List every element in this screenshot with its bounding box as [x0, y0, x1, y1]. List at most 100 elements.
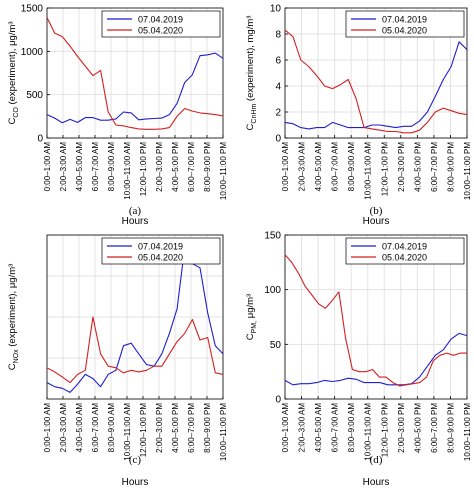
x-tick-label: 6:00–7:00 PM: [430, 142, 439, 192]
y-tick-label: 0: [275, 395, 281, 406]
y-tick-label: 4: [275, 82, 281, 93]
x-tick-label: 8:00–9:00 PM: [446, 403, 455, 453]
x-tick-label: 12:00–1:00 PM: [380, 403, 389, 458]
y-tick-label: 500: [26, 90, 43, 101]
panel-label: (d): [370, 454, 383, 466]
x-tick-label: 6:00–7:00 PM: [430, 403, 439, 453]
x-tick-label: 10:00–11:00 PM: [219, 142, 228, 200]
x-tick-label: 4:00–5:00 PM: [171, 403, 180, 453]
x-tick-label: 0:00–1:00 AM: [43, 142, 52, 192]
x-tick-label: 6:00–7:00 AM: [91, 142, 100, 192]
legend-entry: 05.04.2020: [382, 26, 427, 36]
x-tick-label: 8:00–9:00 PM: [446, 142, 455, 192]
x-tick-label: 2:00–3:00 PM: [397, 403, 406, 453]
y-tick-label: 8: [275, 30, 281, 41]
legend-entry: 05.04.2020: [138, 253, 183, 263]
x-tick-label: 10:00–11:00 AM: [123, 142, 132, 200]
x-tick-label: 10:00–11:00 PM: [219, 403, 228, 461]
panel-label: (c): [129, 454, 142, 466]
y-axis-label: CPM, μg/m³: [245, 294, 258, 340]
series-line-07-04-2019: [284, 41, 468, 130]
x-tick-label: 10:00–11:00 AM: [364, 142, 373, 200]
y-tick-label: 150: [264, 231, 281, 242]
x-tick-label: 8:00–9:00 AM: [347, 142, 356, 192]
x-tick-label: 4:00–5:00 AM: [75, 142, 84, 192]
x-tick-label: 0:00–1:00 AM: [281, 403, 290, 453]
chart-panel-4: 0 50 100 150 0:00–1:00 AM 2:00–3:00 AM 4:00–5:…: [245, 231, 472, 489]
x-tick-label: 8:00–9:00 PM: [203, 403, 212, 453]
x-tick-label: 8:00–9:00 AM: [107, 403, 116, 453]
x-tick-label: 12:00–1:00 PM: [139, 403, 148, 458]
x-tick-label: 6:00–7:00 PM: [187, 403, 196, 453]
x-tick-label: 10:00–11:00 PM: [463, 142, 472, 200]
y-tick-label: 6: [275, 56, 281, 67]
x-tick-label: 6:00–7:00 AM: [331, 403, 340, 453]
plot-area-frame: [284, 234, 468, 400]
x-tick-label: 2:00–3:00 PM: [397, 142, 406, 192]
x-axis-label: Hours: [122, 477, 149, 488]
legend-box: [345, 237, 465, 265]
y-axis-label: CCO (experiment), μg/m³: [7, 21, 20, 124]
y-tick-label: 100: [264, 285, 281, 296]
x-tick-label: 0:00–1:00 AM: [43, 403, 52, 453]
x-tick-label: 4:00–5:00 AM: [75, 403, 84, 453]
x-tick-label: 6:00–7:00 PM: [187, 142, 196, 192]
panel-label: (b): [370, 205, 383, 217]
x-tick-label: 12:00–1:00 PM: [139, 142, 148, 197]
x-tick-label: 2:00–3:00 AM: [298, 142, 307, 192]
legend-box: [101, 237, 221, 265]
series-line-07-04-2019: [46, 52, 224, 124]
plot-area-frame: [46, 7, 224, 139]
y-axis-label: CNOx (experiment), μg/m³: [7, 264, 20, 371]
y-tick-label: 1000: [21, 47, 44, 58]
legend-box: [101, 10, 221, 38]
legend-entry: 05.04.2020: [382, 253, 427, 263]
x-tick-label: 10:00–11:00 PM: [463, 403, 472, 461]
x-tick-label: 2:00–3:00 PM: [155, 142, 164, 192]
x-axis-label: Hours: [363, 477, 390, 488]
x-tick-label: 8:00–9:00 PM: [203, 142, 212, 192]
series-line-05-04-2020: [46, 17, 224, 130]
series-line-05-04-2020: [284, 254, 467, 387]
x-tick-label: 4:00–5:00 PM: [413, 403, 422, 453]
x-tick-label: 2:00–3:00 AM: [59, 403, 68, 453]
x-tick-label: 0:00–1:00 AM: [281, 142, 290, 192]
y-tick-label: 2: [275, 108, 281, 119]
legend-box: [345, 10, 465, 38]
legend-entry: 07.04.2019: [382, 15, 427, 25]
series-line-05-04-2020: [46, 316, 224, 384]
x-tick-label: 8:00–9:00 AM: [347, 403, 356, 453]
series-line-07-04-2019: [46, 246, 224, 393]
chart-panel-3: 0:00–1:00 AM 2:00–3:00 AM 4:00–5:00 AM 6:00…: [7, 234, 228, 488]
y-tick-label: 1500: [21, 4, 44, 15]
x-tick-label: 10:00–11:00 AM: [123, 403, 132, 461]
x-axis-label: Hours: [363, 216, 390, 227]
series-line-05-04-2020: [284, 29, 468, 134]
x-tick-label: 4:00–5:00 PM: [413, 142, 422, 192]
x-tick-label: 2:00–3:00 PM: [155, 403, 164, 453]
legend-entry: 07.04.2019: [382, 242, 427, 252]
y-tick-label: 10: [270, 4, 282, 15]
x-tick-label: 2:00–3:00 AM: [59, 142, 68, 192]
legend-entry: 07.04.2019: [138, 15, 183, 25]
y-tick-label: 0: [37, 134, 43, 145]
x-tick-label: 12:00–1:00 PM: [380, 142, 389, 197]
legend-entry: 05.04.2020: [138, 26, 183, 36]
chart-panel-1: 0 500 1000 1500 0:00–1:00 AM 2:00–3:00 AM 4:00…: [7, 4, 228, 228]
x-axis-label: Hours: [122, 216, 149, 227]
y-tick-label: 50: [270, 340, 282, 351]
plot-area-frame: [284, 7, 468, 139]
x-tick-label: 4:00–5:00 AM: [314, 142, 323, 192]
x-tick-label: 6:00–7:00 AM: [331, 142, 340, 192]
y-axis-label: CCnHm (experiment), mg/m³: [245, 16, 258, 131]
x-tick-label: 6:00–7:00 AM: [91, 403, 100, 453]
x-tick-label: 2:00–3:00 AM: [298, 403, 307, 453]
plot-area-frame: [46, 234, 224, 400]
series-line-07-04-2019: [284, 332, 468, 386]
legend-entry: 07.04.2019: [138, 242, 183, 252]
x-tick-label: 4:00–5:00 AM: [314, 403, 323, 453]
